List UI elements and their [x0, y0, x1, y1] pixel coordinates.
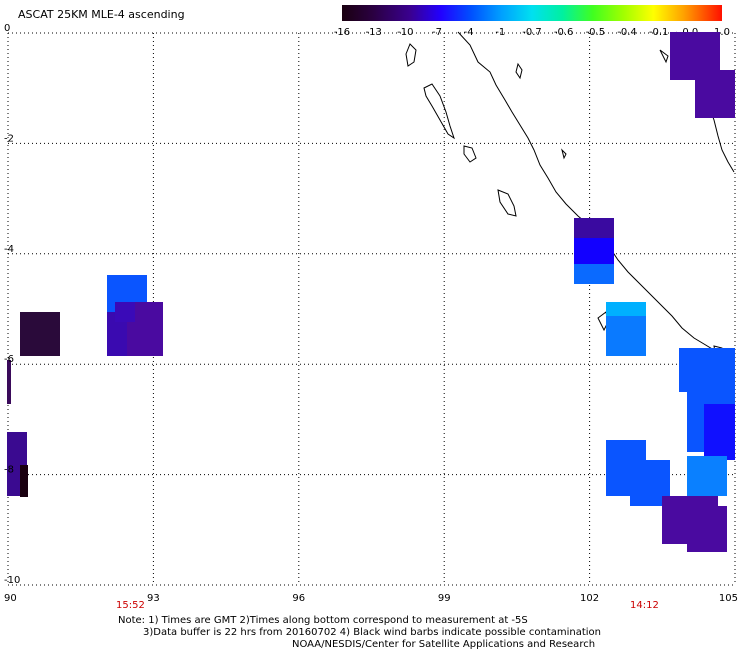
- grid: [7, 32, 736, 586]
- y-tick-label: -10: [4, 575, 20, 586]
- wind-cell: [574, 238, 614, 264]
- wind-cell: [115, 302, 135, 322]
- colorbar-label: -13: [365, 27, 381, 38]
- time-label-right: 14:12: [630, 600, 659, 611]
- wind-cell: [20, 312, 60, 356]
- y-tick-label: -2: [4, 133, 14, 144]
- note-line-2: 3)Data buffer is 22 hrs from 20160702 4)…: [143, 627, 601, 638]
- axis-labels: 90 93 96 99 102 105 0 -2 -4 -6 -8 -10: [4, 23, 738, 604]
- note-line-3: NOAA/NESDIS/Center for Satellite Applica…: [292, 639, 596, 650]
- x-tick-label: 102: [580, 593, 599, 604]
- colorbar-label: -0.4: [617, 27, 637, 38]
- wind-cell: [704, 404, 735, 460]
- y-tick-label: -4: [4, 244, 14, 255]
- colorbar-label: -0.5: [586, 27, 606, 38]
- time-label-left: 15:52: [116, 600, 145, 611]
- x-tick-label: 96: [292, 593, 305, 604]
- colorbar-label: -10: [397, 27, 413, 38]
- wind-cell: [687, 456, 727, 496]
- wind-cell: [107, 312, 127, 356]
- colorbar-label: -0.1: [649, 27, 669, 38]
- colorbar-label: -16: [334, 27, 350, 38]
- wind-cell: [679, 348, 735, 392]
- colorbar: [342, 5, 722, 21]
- wind-cell: [7, 360, 11, 404]
- colorbar-label: -0.6: [554, 27, 574, 38]
- x-tick-label: 93: [147, 593, 160, 604]
- y-tick-label: 0: [4, 23, 10, 34]
- y-tick-label: -8: [4, 465, 14, 476]
- y-tick-label: -6: [4, 354, 14, 365]
- wind-cell: [695, 70, 735, 118]
- wind-cell: [20, 465, 28, 497]
- wind-cell: [687, 506, 727, 552]
- x-tick-label: 99: [438, 593, 451, 604]
- colorbar-label: 1.0: [714, 27, 730, 38]
- coastline: [405, 31, 735, 359]
- x-tick-label: 90: [4, 593, 17, 604]
- map-title: ASCAT 25KM MLE-4 ascending: [18, 8, 185, 21]
- wind-cell: [606, 302, 646, 316]
- note-line-1: Note: 1) Times are GMT 2)Times along bot…: [118, 615, 528, 626]
- wind-cell: [574, 264, 614, 284]
- wind-cells: [7, 32, 735, 552]
- x-tick-label: 105: [719, 593, 738, 604]
